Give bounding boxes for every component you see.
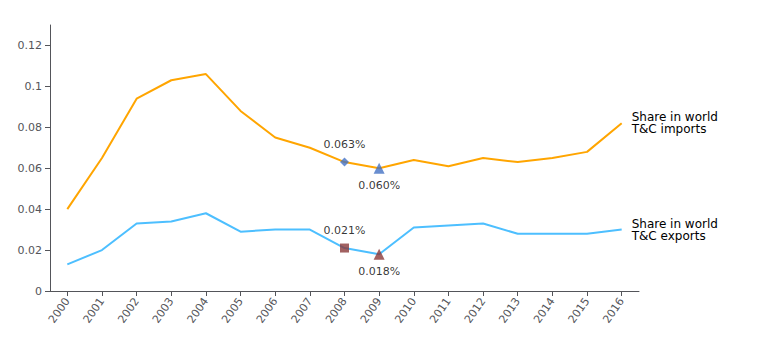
svg-text:0.04: 0.04 <box>18 203 43 216</box>
svg-text:2000: 2000 <box>46 295 73 325</box>
svg-text:2014: 2014 <box>531 295 558 325</box>
svg-text:0.018%: 0.018% <box>358 265 400 278</box>
svg-text:2001: 2001 <box>81 295 108 325</box>
svg-text:Share in world: Share in world <box>631 110 718 125</box>
svg-text:T&C exports: T&C exports <box>631 229 706 243</box>
svg-text:0.063%: 0.063% <box>324 138 366 151</box>
svg-text:2010: 2010 <box>392 295 419 325</box>
svg-text:2013: 2013 <box>496 295 523 325</box>
svg-text:2007: 2007 <box>288 295 315 325</box>
svg-text:2004: 2004 <box>185 295 212 325</box>
svg-text:0.1: 0.1 <box>25 80 43 93</box>
svg-text:2011: 2011 <box>427 295 454 325</box>
svg-text:2005: 2005 <box>219 295 246 325</box>
svg-text:0.08: 0.08 <box>18 121 43 134</box>
svg-text:0.12: 0.12 <box>18 39 43 52</box>
svg-text:0.06: 0.06 <box>18 162 43 175</box>
svg-text:2006: 2006 <box>254 295 281 325</box>
svg-text:0.060%: 0.060% <box>358 179 400 192</box>
svg-text:2012: 2012 <box>462 295 489 325</box>
svg-text:2003: 2003 <box>150 295 177 325</box>
svg-text:T&C imports: T&C imports <box>631 122 707 136</box>
svg-text:0: 0 <box>35 285 42 298</box>
svg-text:0.02: 0.02 <box>18 244 43 257</box>
svg-text:2008: 2008 <box>323 295 350 325</box>
svg-text:0.021%: 0.021% <box>324 224 366 237</box>
svg-text:2015: 2015 <box>566 295 593 325</box>
svg-text:2002: 2002 <box>115 295 142 325</box>
svg-text:2009: 2009 <box>358 295 385 325</box>
svg-text:Share in world: Share in world <box>631 216 718 231</box>
svg-text:2016: 2016 <box>600 295 627 325</box>
